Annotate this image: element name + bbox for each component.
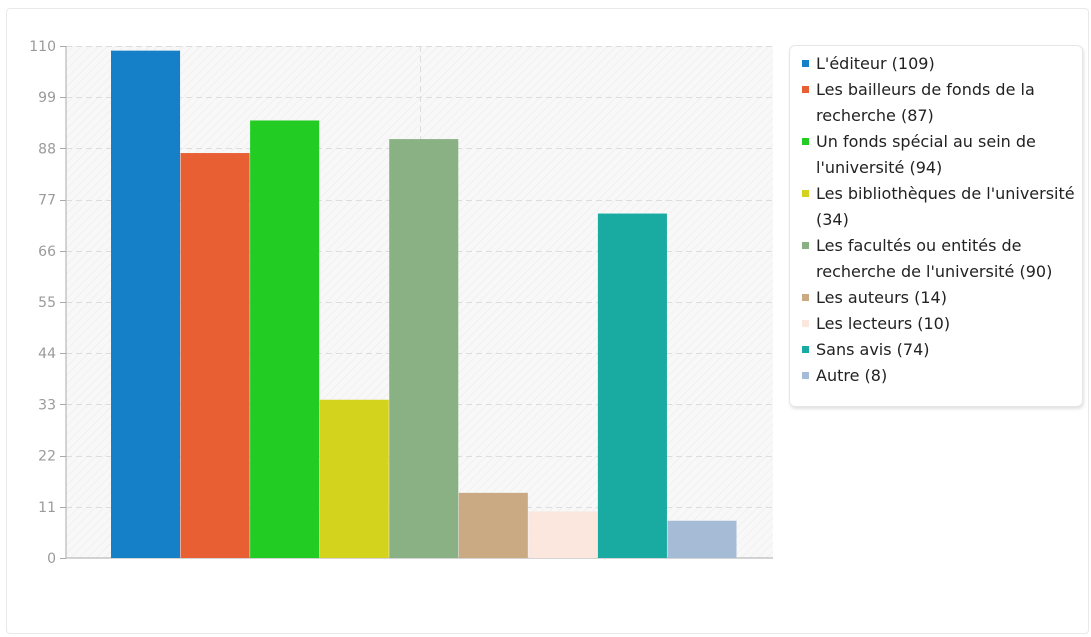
bar-3[interactable] <box>250 120 320 558</box>
bars <box>111 50 737 559</box>
legend-swatch <box>802 138 809 145</box>
legend-swatch <box>802 86 809 93</box>
y-tick-label: 11 <box>38 500 56 516</box>
y-tick-label: 110 <box>29 39 56 55</box>
legend-label: Sans avis (74) <box>816 340 930 359</box>
legend-label: Les auteurs (14) <box>816 288 947 307</box>
legend-item[interactable]: Les bibliothèques de l'université (34) <box>802 181 1076 233</box>
legend-swatch <box>802 346 809 353</box>
bar-1[interactable] <box>111 50 181 559</box>
chart-legend: L'éditeur (109) Les bailleurs de fonds de… <box>789 45 1083 407</box>
y-tick-label: 77 <box>38 193 56 209</box>
legend-swatch <box>802 190 809 197</box>
legend-item[interactable]: L'éditeur (109) <box>802 51 1076 77</box>
y-tick-label: 44 <box>38 346 56 362</box>
legend-swatch <box>802 294 809 301</box>
legend-swatch <box>802 242 809 249</box>
legend-label: Les bailleurs de fonds de la recherche (… <box>816 80 1035 125</box>
legend-label: Un fonds spécial au sein de l'université… <box>816 132 1036 177</box>
legend-label: Les facultés ou entités de recherche de … <box>816 236 1053 281</box>
legend-swatch <box>802 372 809 379</box>
y-ticks: 0 11 22 33 44 55 66 77 88 99 110 <box>29 39 66 567</box>
legend-swatch <box>802 320 809 327</box>
bar-5[interactable] <box>389 139 459 558</box>
y-tick-label: 88 <box>38 141 56 157</box>
bar-2[interactable] <box>180 153 250 559</box>
y-tick-label: 22 <box>38 449 56 465</box>
legend-item[interactable]: Les facultés ou entités de recherche de … <box>802 233 1076 285</box>
y-tick-label: 33 <box>38 397 56 413</box>
legend-item[interactable]: Les lecteurs (10) <box>802 311 1076 337</box>
y-tick-label: 99 <box>38 90 56 106</box>
bar-8[interactable] <box>597 213 667 558</box>
y-tick-label: 0 <box>47 551 56 567</box>
bar-9[interactable] <box>667 520 737 558</box>
legend-swatch <box>802 60 809 67</box>
legend-label: Autre (8) <box>816 366 888 385</box>
legend-item[interactable]: Les auteurs (14) <box>802 285 1076 311</box>
bar-7[interactable] <box>528 511 598 558</box>
legend-item[interactable]: Un fonds spécial au sein de l'université… <box>802 129 1076 181</box>
y-tick-label: 55 <box>38 295 56 311</box>
legend-label: Les lecteurs (10) <box>816 314 951 333</box>
y-tick-label: 66 <box>38 244 56 260</box>
legend-item[interactable]: Sans avis (74) <box>802 337 1076 363</box>
legend-label: L'éditeur (109) <box>816 54 935 73</box>
legend-item[interactable]: Autre (8) <box>802 363 1076 389</box>
bar-4[interactable] <box>319 399 389 558</box>
legend-item[interactable]: Les bailleurs de fonds de la recherche (… <box>802 77 1076 129</box>
bar-6[interactable] <box>458 492 528 558</box>
legend-label: Les bibliothèques de l'université (34) <box>816 184 1075 229</box>
